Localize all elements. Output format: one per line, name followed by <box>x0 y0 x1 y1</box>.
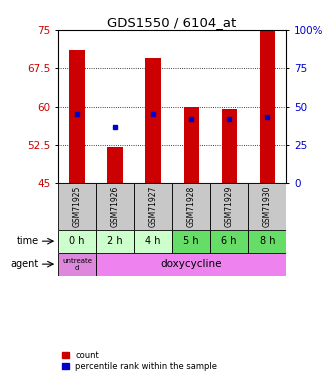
Bar <box>172 230 210 253</box>
Text: GSM71928: GSM71928 <box>187 186 196 227</box>
Text: untreate
d: untreate d <box>62 258 92 271</box>
Bar <box>145 58 161 183</box>
Text: 5 h: 5 h <box>183 236 199 246</box>
Bar <box>96 253 286 276</box>
Text: GSM71929: GSM71929 <box>225 186 234 227</box>
Text: time: time <box>17 236 39 246</box>
Bar <box>260 30 275 183</box>
Text: GSM71930: GSM71930 <box>263 186 272 227</box>
Bar <box>58 183 96 230</box>
Legend: count, percentile rank within the sample: count, percentile rank within the sample <box>62 351 217 371</box>
Bar <box>183 106 199 183</box>
Text: 0 h: 0 h <box>69 236 85 246</box>
Text: 2 h: 2 h <box>107 236 123 246</box>
Bar <box>58 253 96 276</box>
Bar <box>248 183 286 230</box>
Text: 4 h: 4 h <box>145 236 161 246</box>
Bar <box>96 183 134 230</box>
Text: GSM71926: GSM71926 <box>111 186 119 227</box>
Bar <box>134 230 172 253</box>
Text: GSM71925: GSM71925 <box>72 186 81 227</box>
Bar <box>58 230 96 253</box>
Bar <box>210 230 248 253</box>
Bar <box>107 147 122 183</box>
Bar <box>134 183 172 230</box>
Text: doxycycline: doxycycline <box>161 259 222 269</box>
Bar <box>70 50 85 183</box>
Text: agent: agent <box>11 259 39 269</box>
Text: GSM71927: GSM71927 <box>149 186 158 227</box>
Bar <box>96 230 134 253</box>
Bar <box>172 183 210 230</box>
Bar <box>221 109 237 183</box>
Title: GDS1550 / 6104_at: GDS1550 / 6104_at <box>108 16 237 29</box>
Bar <box>248 230 286 253</box>
Bar <box>210 183 248 230</box>
Text: 6 h: 6 h <box>221 236 237 246</box>
Text: 8 h: 8 h <box>260 236 275 246</box>
